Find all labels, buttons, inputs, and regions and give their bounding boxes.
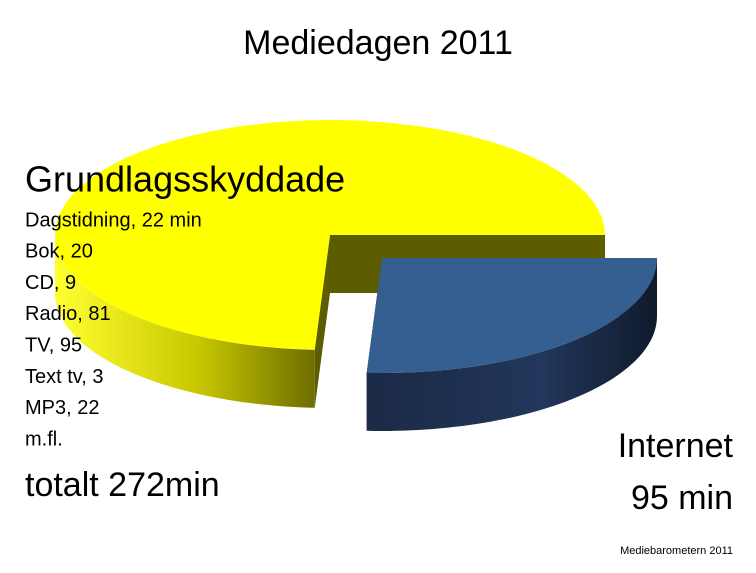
slice	[366, 258, 657, 373]
detail-line: Radio, 81	[25, 303, 111, 325]
slice-side	[366, 258, 657, 431]
slice-label: Internet	[618, 427, 734, 465]
value-label: totalt 272min	[25, 466, 220, 504]
detail-line: Dagstidning, 22 min	[25, 209, 202, 231]
details: Dagstidning, 22 min Bok, 20 CD, 9 Radio, 81…	[25, 209, 202, 450]
detail-line: CD, 9	[25, 272, 76, 294]
detail-line: m.fl.	[25, 428, 63, 450]
value-label: 95 min	[631, 479, 733, 517]
source: Mediebarometern 2011	[620, 545, 733, 557]
slice-side	[55, 235, 315, 408]
chart-title: Mediedagen 2011	[243, 24, 513, 62]
detail-line: TV, 95	[25, 334, 82, 356]
slice-side	[314, 235, 330, 408]
detail-line: Bok, 20	[25, 241, 93, 263]
detail-line: Text tv, 3	[25, 366, 104, 388]
detail-line: MP3, 22	[25, 397, 99, 419]
pie	[55, 120, 657, 431]
slice	[55, 120, 605, 350]
slice-label: Grundlagsskyddade	[25, 159, 345, 200]
